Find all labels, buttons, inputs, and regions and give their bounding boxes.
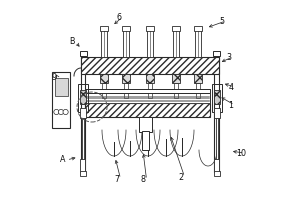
Bar — [172, 26, 180, 31]
Text: 3: 3 — [226, 52, 232, 62]
Bar — [123, 29, 129, 57]
Bar — [52, 72, 70, 128]
Bar — [85, 89, 210, 93]
Bar — [213, 51, 220, 56]
Bar — [101, 29, 106, 57]
Text: 4: 4 — [229, 83, 233, 92]
Circle shape — [63, 109, 68, 115]
Bar — [148, 83, 152, 98]
Bar — [122, 74, 130, 83]
Bar — [55, 78, 68, 96]
Bar — [214, 90, 220, 104]
Bar — [85, 103, 210, 117]
Bar — [85, 93, 210, 103]
Text: A: A — [60, 156, 66, 164]
Bar — [142, 131, 149, 150]
Bar — [147, 29, 153, 57]
Bar — [80, 159, 86, 172]
Text: B: B — [69, 38, 75, 46]
Bar — [194, 74, 202, 83]
Text: 1: 1 — [229, 100, 233, 110]
Text: 5: 5 — [219, 17, 225, 25]
Text: 10: 10 — [236, 148, 246, 158]
Bar — [214, 52, 219, 172]
Bar — [80, 90, 86, 104]
Bar — [82, 118, 84, 160]
Bar — [146, 26, 154, 31]
Text: 9: 9 — [52, 73, 57, 82]
Bar — [102, 83, 106, 98]
Bar — [85, 89, 210, 93]
Bar — [212, 84, 222, 112]
Bar — [80, 171, 86, 176]
Bar — [80, 51, 87, 56]
Bar — [122, 26, 130, 31]
Bar — [196, 83, 200, 98]
Circle shape — [58, 109, 64, 115]
Bar — [146, 74, 154, 83]
Bar — [172, 74, 180, 83]
Bar — [100, 26, 108, 31]
Bar — [124, 83, 128, 98]
Bar — [214, 171, 220, 176]
Bar — [194, 26, 202, 31]
Bar — [80, 108, 86, 118]
Bar — [214, 159, 219, 172]
Bar — [78, 84, 88, 112]
Bar — [139, 117, 152, 132]
Bar — [195, 29, 201, 57]
Bar — [81, 57, 219, 74]
Bar — [174, 83, 178, 98]
Bar — [173, 29, 178, 57]
Bar — [100, 74, 108, 83]
Bar — [216, 118, 218, 160]
Text: 8: 8 — [140, 176, 146, 184]
Bar — [81, 52, 85, 172]
Text: 6: 6 — [116, 12, 122, 21]
Circle shape — [54, 109, 59, 115]
Bar — [214, 108, 220, 118]
Text: 2: 2 — [178, 172, 184, 182]
Text: 7: 7 — [114, 174, 120, 184]
